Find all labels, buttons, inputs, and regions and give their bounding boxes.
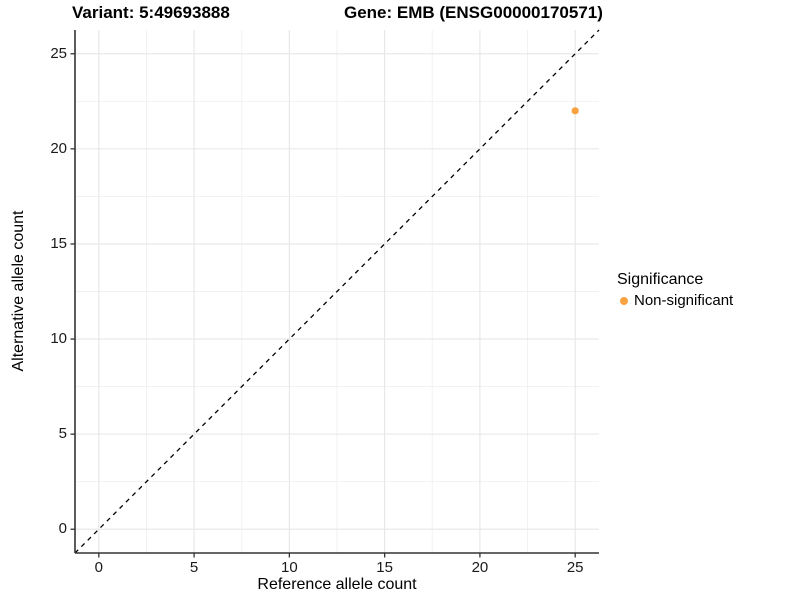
y-tick-label: 25 <box>50 44 67 62</box>
legend-title: Significance <box>617 271 704 288</box>
x-tick-label: 5 <box>189 559 199 576</box>
x-tick-label: 0 <box>94 559 103 576</box>
plot-title-gene: Gene: EMB (ENSG00000170571) <box>344 3 603 22</box>
y-tick-label: 0 <box>58 520 67 538</box>
y-tick-label: 20 <box>50 139 67 157</box>
x-tick-label: 20 <box>471 559 489 576</box>
x-tick-label: 10 <box>281 559 298 576</box>
x-tick-label: 15 <box>376 559 393 576</box>
legend: Significance Non-significant <box>616 270 733 310</box>
x-tick-label: 25 <box>566 559 584 576</box>
legend-point-icon <box>620 297 628 305</box>
y-tick-label: 15 <box>50 234 67 252</box>
x-axis-title: Reference allele count <box>257 576 417 593</box>
plot-title-variant: Variant: 5:49693888 <box>72 3 230 22</box>
legend-item: Non-significant <box>616 292 733 310</box>
legend-item-label: Non-significant <box>634 292 734 309</box>
y-tick-label: 10 <box>50 330 67 348</box>
y-tick-label: 5 <box>58 425 67 443</box>
